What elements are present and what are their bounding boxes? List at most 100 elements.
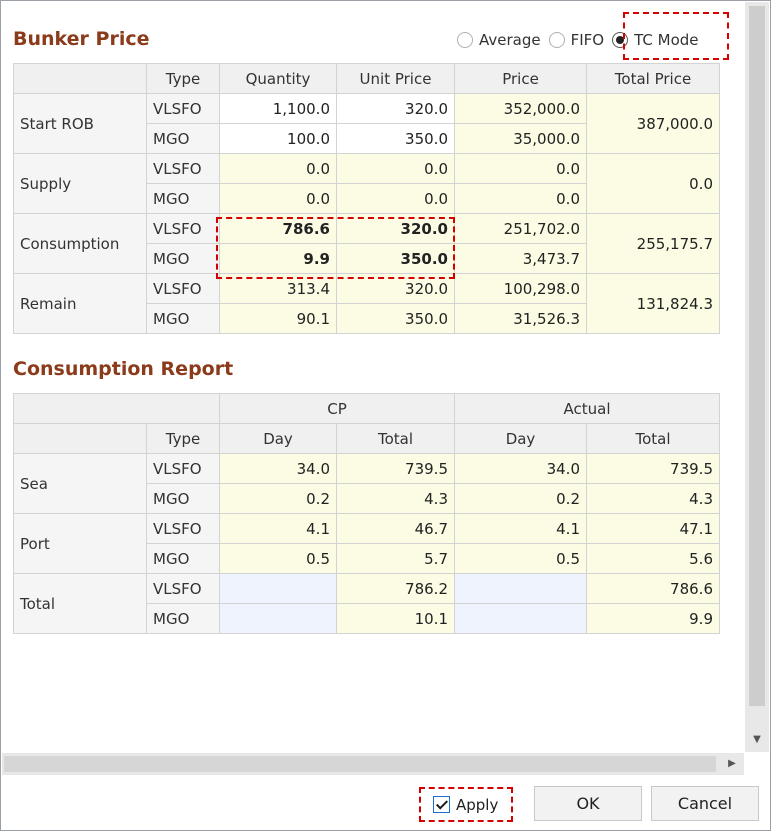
- table-row: Sea VLSFO 34.0 739.5 34.0 739.5: [13, 453, 720, 514]
- horizontal-scroll-thumb[interactable]: [4, 756, 716, 772]
- group-header-actual: Actual: [454, 393, 720, 424]
- radio-fifo[interactable]: FIFO: [548, 31, 605, 49]
- price-cell: 0.0: [454, 183, 587, 214]
- table-row: MGO 100.0 350.0 35,000.0: [14, 123, 720, 154]
- row-label-supply: Supply: [13, 153, 147, 214]
- table-row: MGO 9.9 350.0 3,473.7: [14, 243, 720, 274]
- corner-cell: [13, 393, 220, 424]
- checkbox-checked-icon[interactable]: [433, 796, 450, 813]
- cp-total-cell: 739.5: [336, 453, 455, 484]
- type-cell: VLSFO: [146, 213, 220, 244]
- bunker-price-title: Bunker Price: [13, 28, 150, 50]
- row-label-remain: Remain: [13, 273, 147, 334]
- type-cell: MGO: [146, 243, 220, 274]
- radio-tc-mode[interactable]: TC Mode: [612, 31, 699, 49]
- col-header-total-price: Total Price: [586, 63, 720, 94]
- total-price-cell: 387,000.0: [586, 93, 720, 154]
- type-cell: VLSFO: [146, 573, 220, 604]
- radio-average-label: Average: [479, 31, 541, 49]
- table-row: Supply VLSFO 0.0 0.0 0.0 0.0: [13, 153, 720, 214]
- total-price-cell: 255,175.7: [586, 213, 720, 274]
- unit-price-cell[interactable]: 320.0: [336, 93, 455, 124]
- scroll-down-arrow-icon[interactable]: ▼: [753, 734, 761, 745]
- col-header-price: Price: [454, 63, 587, 94]
- price-cell: 3,473.7: [454, 243, 587, 274]
- cp-day-cell: [219, 603, 337, 634]
- row-label-port: Port: [13, 513, 147, 574]
- table-row: Remain VLSFO 313.4 320.0 100,298.0 131,8…: [13, 273, 720, 334]
- actual-total-cell: 5.6: [586, 543, 720, 574]
- row-label-sea: Sea: [13, 453, 147, 514]
- col-header-type: Type: [146, 63, 220, 94]
- type-cell: VLSFO: [146, 453, 220, 484]
- type-cell: MGO: [146, 183, 220, 214]
- table-row: MGO 0.0 0.0 0.0: [14, 183, 720, 214]
- radio-tc-mode-circle[interactable]: [612, 32, 629, 48]
- cp-day-cell: 0.2: [219, 483, 337, 514]
- horizontal-scrollbar[interactable]: ▶: [2, 753, 744, 775]
- actual-day-cell: 34.0: [454, 453, 587, 484]
- cp-total-cell: 10.1: [336, 603, 455, 634]
- table-row: Total VLSFO 786.2 786.6: [13, 573, 720, 634]
- type-cell: MGO: [146, 303, 220, 334]
- col-header-type: Type: [146, 423, 220, 454]
- bunker-price-table: Type Quantity Unit Price Price Total Pri…: [13, 63, 720, 334]
- col-header-actual-day: Day: [454, 423, 587, 454]
- radio-average[interactable]: Average: [457, 31, 541, 49]
- price-cell: 31,526.3: [454, 303, 587, 334]
- type-cell: VLSFO: [146, 93, 220, 124]
- type-cell: VLSFO: [146, 153, 220, 184]
- unit-price-cell: 350.0: [336, 243, 455, 274]
- price-cell: 352,000.0: [454, 93, 587, 124]
- col-header-quantity: Quantity: [219, 63, 337, 94]
- cancel-button[interactable]: Cancel: [651, 786, 759, 821]
- cp-day-cell: 0.5: [219, 543, 337, 574]
- type-cell: MGO: [146, 543, 220, 574]
- cp-day-cell: 34.0: [219, 453, 337, 484]
- quantity-cell[interactable]: 1,100.0: [219, 93, 337, 124]
- cp-day-cell: [219, 573, 337, 604]
- col-header-cp-total: Total: [336, 423, 455, 454]
- unit-price-cell: 350.0: [336, 303, 455, 334]
- col-header-row: Type Day Total Day Total: [13, 423, 720, 454]
- radio-average-circle[interactable]: [457, 32, 473, 48]
- apply-label: Apply: [456, 795, 499, 814]
- actual-day-cell: 0.5: [454, 543, 587, 574]
- ok-button[interactable]: OK: [534, 786, 642, 821]
- unit-price-cell: 320.0: [336, 273, 455, 304]
- apply-checkbox[interactable]: Apply: [419, 787, 513, 822]
- unit-price-cell[interactable]: 350.0: [336, 123, 455, 154]
- actual-total-cell: 9.9: [586, 603, 720, 634]
- vertical-scrollbar[interactable]: ▼: [745, 2, 769, 752]
- dialog-content: Bunker Price Average FIFO TC Mode: [2, 2, 744, 752]
- quantity-cell: 313.4: [219, 273, 337, 304]
- type-cell: VLSFO: [146, 513, 220, 544]
- quantity-cell: 9.9: [219, 243, 337, 274]
- consumption-report-title: Consumption Report: [13, 358, 234, 380]
- price-cell: 35,000.0: [454, 123, 587, 154]
- total-price-cell: 131,824.3: [586, 273, 720, 334]
- vertical-scroll-thumb[interactable]: [749, 6, 765, 706]
- actual-day-cell: [454, 573, 587, 604]
- type-cell: VLSFO: [146, 273, 220, 304]
- quantity-cell[interactable]: 100.0: [219, 123, 337, 154]
- actual-total-cell: 739.5: [586, 453, 720, 484]
- actual-total-cell: 786.6: [586, 573, 720, 604]
- type-cell: MGO: [146, 123, 220, 154]
- quantity-cell: 90.1: [219, 303, 337, 334]
- radio-fifo-circle[interactable]: [548, 32, 565, 48]
- radio-fifo-label: FIFO: [570, 31, 605, 49]
- actual-day-cell: 0.2: [454, 483, 587, 514]
- col-header-unit-price: Unit Price: [336, 63, 455, 94]
- cp-total-cell: 5.7: [336, 543, 455, 574]
- cp-total-cell: 786.2: [336, 573, 455, 604]
- corner-cell: [13, 63, 147, 94]
- scroll-right-arrow-icon[interactable]: ▶: [728, 758, 736, 769]
- table-row: MGO 90.1 350.0 31,526.3: [14, 303, 720, 334]
- col-header-actual-total: Total: [586, 423, 720, 454]
- row-label-consumption: Consumption: [13, 213, 147, 274]
- cp-day-cell: 4.1: [219, 513, 337, 544]
- table-row: MGO 10.1 9.9: [14, 603, 720, 634]
- price-mode-group: Average FIFO TC Mode: [457, 26, 707, 54]
